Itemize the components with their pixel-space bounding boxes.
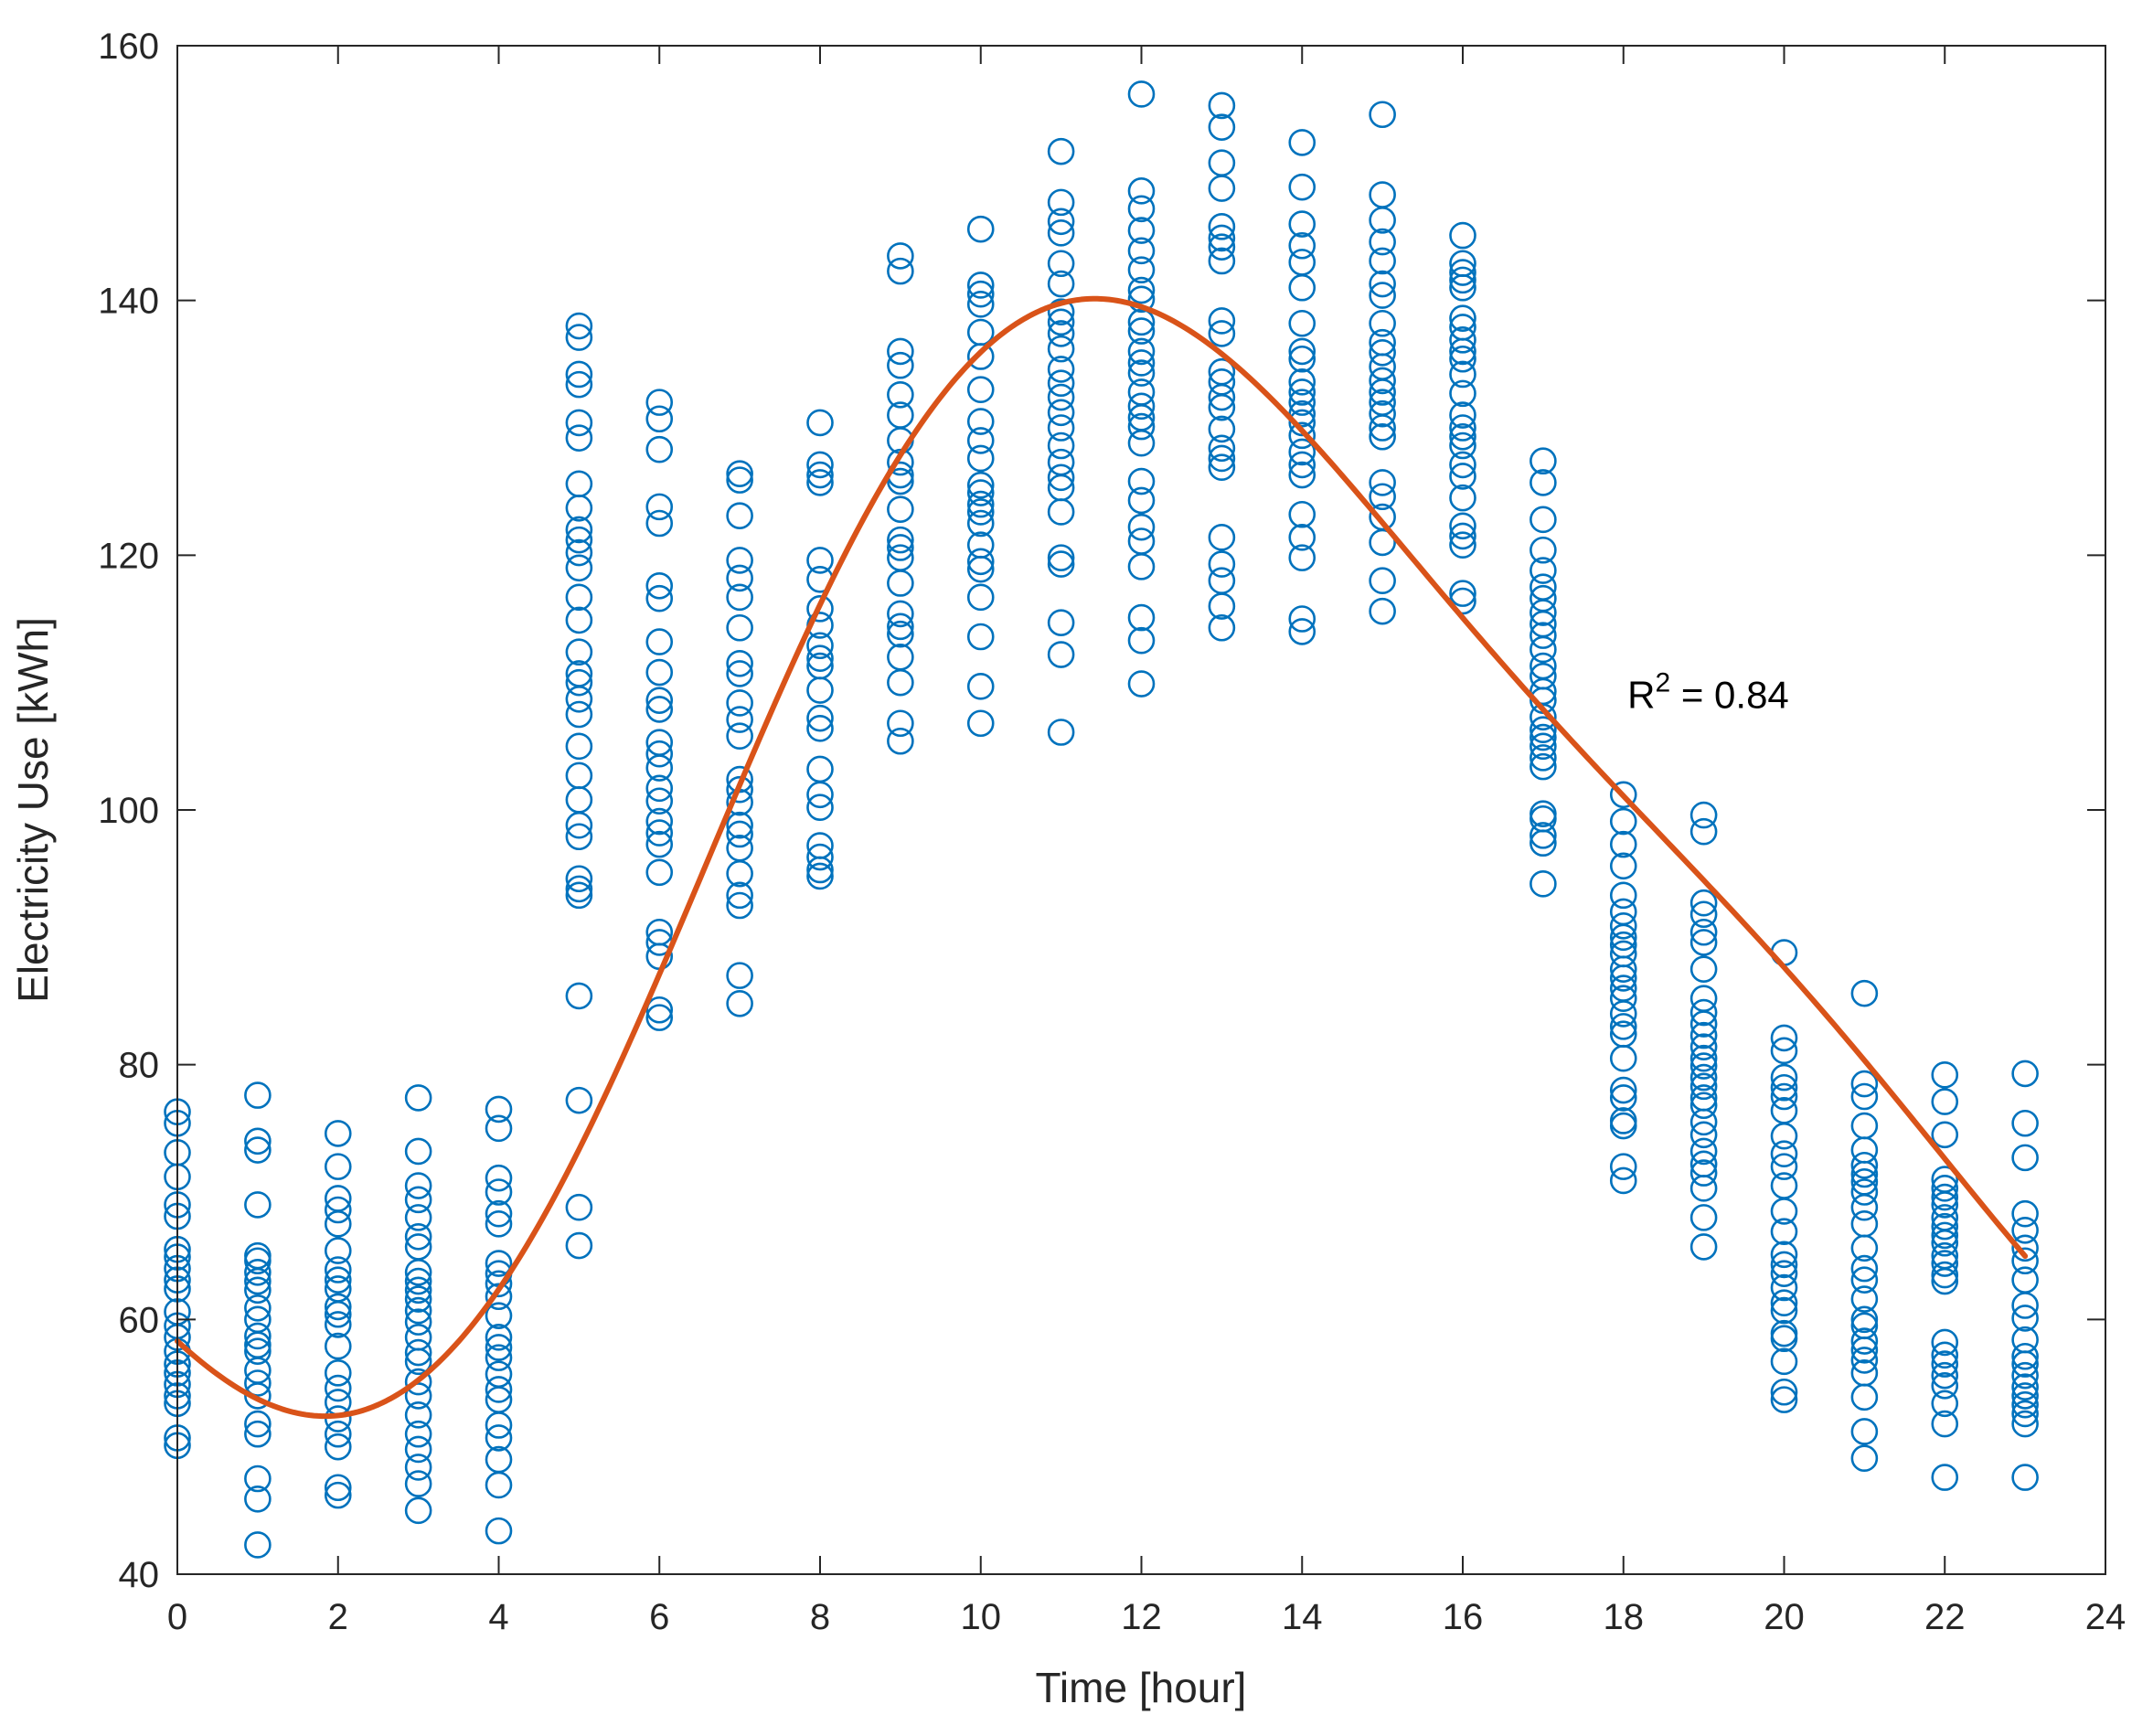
x-tick-label: 12 — [1121, 1597, 1162, 1637]
x-tick-label: 20 — [1764, 1597, 1805, 1637]
y-tick-label: 40 — [119, 1555, 160, 1595]
y-tick-label: 140 — [98, 282, 159, 322]
x-tick-label: 24 — [2085, 1597, 2126, 1637]
y-tick-label: 80 — [119, 1046, 160, 1086]
r-squared-value: = 0.84 — [1670, 674, 1789, 717]
x-tick-label: 4 — [488, 1597, 508, 1637]
x-tick-label: 0 — [167, 1597, 187, 1637]
y-tick-label: 160 — [98, 27, 159, 67]
r-squared-annotation: R2 = 0.84 — [1627, 668, 1789, 717]
y-tick-label: 120 — [98, 536, 159, 576]
plot-background — [177, 46, 2105, 1574]
x-tick-label: 22 — [1924, 1597, 1966, 1637]
y-tick-label: 100 — [98, 791, 159, 831]
x-tick-label: 10 — [961, 1597, 1002, 1637]
x-tick-label: 18 — [1604, 1597, 1645, 1637]
x-tick-label: 6 — [649, 1597, 669, 1637]
x-tick-label: 14 — [1282, 1597, 1323, 1637]
r-squared-base: R — [1627, 674, 1655, 717]
x-axis-title: Time [hour] — [1036, 1664, 1247, 1711]
x-tick-label: 16 — [1443, 1597, 1484, 1637]
y-tick-label: 60 — [119, 1300, 160, 1340]
x-tick-label: 2 — [328, 1597, 348, 1637]
scatter-chart: 0 2 4 6 8 10 12 14 16 18 20 22 24406080100120140160 … — [0, 0, 2153, 1736]
y-axis-title: Electricity Use [kWh] — [9, 617, 57, 1003]
r-squared-superscript: 2 — [1655, 668, 1670, 698]
x-tick-label: 8 — [810, 1597, 830, 1637]
